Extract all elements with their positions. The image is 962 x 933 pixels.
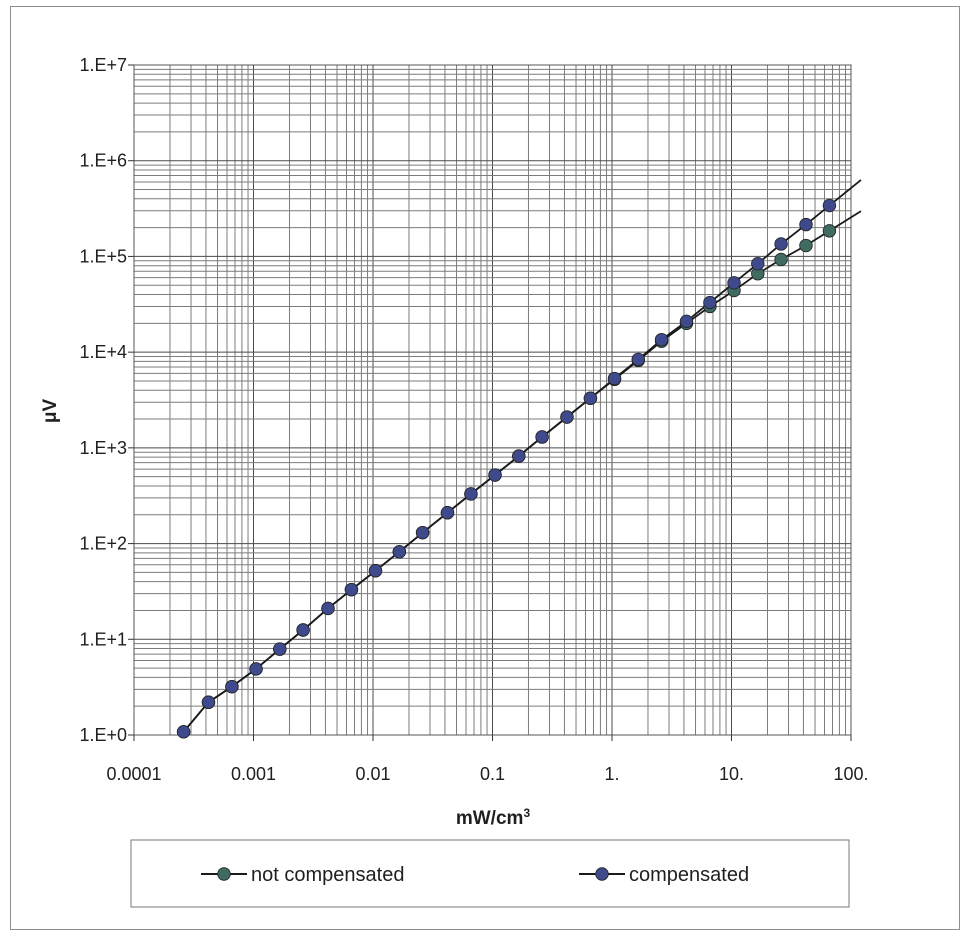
data-point-1	[249, 662, 263, 676]
data-point-1	[774, 237, 788, 251]
data-point-1	[654, 332, 669, 347]
data-point-1	[176, 725, 191, 739]
x-tick-label: 1.	[604, 764, 619, 784]
data-point-1	[464, 487, 478, 501]
data-point-1	[273, 642, 287, 656]
x-tick-label: 0.0001	[106, 764, 161, 784]
data-point-1	[440, 506, 455, 520]
data-point-1	[201, 695, 216, 709]
legend-label: not compensated	[251, 864, 404, 886]
legend-label: compensated	[629, 864, 749, 886]
y-tick-label: 1.E+0	[79, 725, 127, 745]
data-point-0	[799, 238, 813, 253]
y-tick-label: 1.E+3	[79, 438, 127, 458]
data-point-1	[535, 430, 549, 444]
legend-marker	[595, 867, 609, 881]
data-point-1	[415, 525, 430, 540]
y-tick-label: 1.E+6	[79, 151, 127, 171]
data-point-1	[679, 314, 694, 329]
x-tick-label: 0.001	[231, 764, 276, 784]
data-point-1	[822, 198, 837, 213]
data-point-1	[344, 582, 359, 597]
data-point-1	[368, 564, 383, 578]
y-tick-label: 1.E+5	[79, 246, 127, 266]
x-tick-label: 0.01	[355, 764, 390, 784]
legend-marker	[217, 867, 231, 881]
y-axis-ticks: 1.E+0 1.E+1 1.E+2 1.E+3 1.E+4 1.E+5 1.E+6 1.E+7	[79, 55, 134, 745]
data-point-1	[583, 391, 598, 405]
x-axis-ticks: 0.0001 0.001 0.01 0.1 1. 10. 100.	[106, 735, 869, 784]
data-point-0	[822, 224, 837, 238]
x-tick-label: 100.	[833, 764, 868, 784]
y-tick-label: 1.E+4	[79, 342, 127, 362]
data-point-1	[703, 295, 717, 310]
x-axis-title: mW/cm3	[456, 806, 531, 829]
y-tick-label: 1.E+2	[79, 534, 127, 554]
data-point-1	[607, 371, 622, 386]
series-layer	[176, 179, 862, 739]
data-point-1	[321, 601, 335, 616]
x-tick-label: 10.	[719, 764, 744, 784]
x-tick-label: 0.1	[480, 764, 505, 784]
data-point-1	[512, 449, 526, 463]
grid-lines	[133, 65, 851, 736]
data-point-1	[631, 352, 646, 367]
data-point-1	[751, 256, 765, 271]
y-tick-label: 1.E+1	[79, 629, 127, 649]
legend: not compensated compensated	[201, 864, 749, 886]
data-point-1	[799, 217, 813, 232]
data-point-1	[296, 623, 310, 637]
data-point-1	[488, 468, 502, 482]
data-point-0	[774, 252, 788, 267]
chart-frame: 1.E+0 1.E+1 1.E+2 1.E+3 1.E+4 1.E+5 1.E+6 1.E+7…	[10, 6, 960, 930]
data-point-1	[392, 545, 407, 559]
legend-box	[130, 839, 850, 908]
data-point-1	[560, 410, 574, 424]
log-log-chart: 1.E+0 1.E+1 1.E+2 1.E+3 1.E+4 1.E+5 1.E+6 1.E+7…	[40, 55, 869, 908]
y-axis-title: μV	[40, 399, 61, 424]
data-point-1	[225, 679, 239, 694]
data-point-1	[727, 276, 741, 290]
y-tick-label: 1.E+7	[79, 55, 127, 75]
